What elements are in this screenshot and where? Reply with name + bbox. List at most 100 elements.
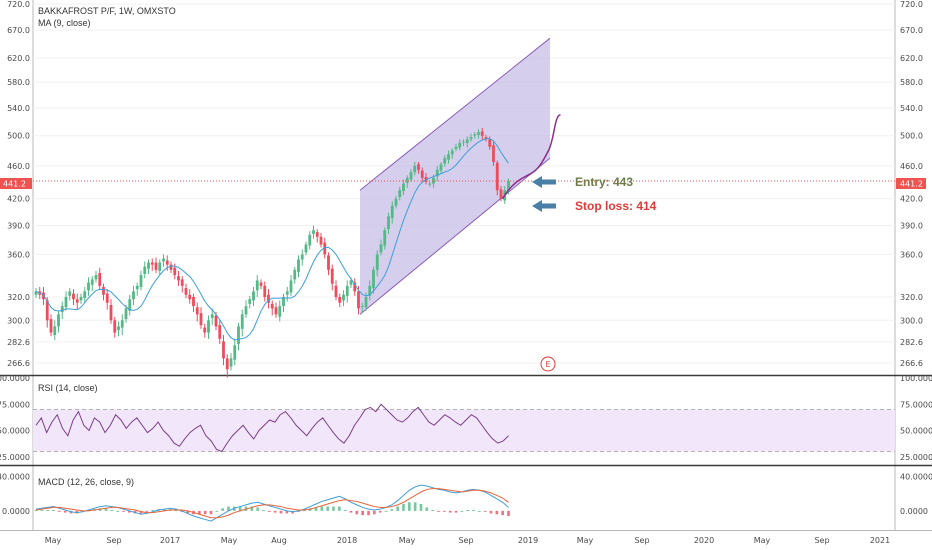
candle-body (72, 293, 75, 300)
macd-histogram-bar (413, 502, 417, 511)
candle-body (379, 244, 383, 253)
candle-body (319, 236, 323, 245)
x-tick-label: May (221, 536, 238, 545)
candle-body (203, 327, 207, 333)
candle-body (214, 315, 218, 327)
candle-body (372, 269, 375, 289)
macd-histogram-bar (198, 510, 201, 515)
candle-body (297, 259, 300, 272)
y-tick-label-right: 670.0 (900, 26, 923, 35)
candle-body (207, 320, 210, 333)
candle-body (469, 137, 473, 140)
candle-body (315, 232, 319, 237)
macd-histogram-bar (145, 510, 149, 512)
macd-histogram-bar (390, 509, 394, 511)
macd-histogram-bar (495, 510, 499, 515)
candle-body (454, 146, 458, 149)
macd-histogram-bar (40, 510, 44, 511)
y-tick-label-left: 282.6 (7, 338, 30, 347)
candle-body (177, 276, 180, 281)
candle-body (169, 264, 173, 270)
x-tick-label: May (399, 536, 416, 545)
candle-body (304, 244, 308, 253)
candle-body (499, 189, 503, 199)
macd-tick-label-right: 40.0000 (900, 473, 932, 482)
macd-histogram-bar (209, 510, 213, 515)
candle-body (105, 293, 109, 303)
macd-legend: MACD (12, 26, close, 9) (38, 477, 134, 487)
candle-body (342, 294, 345, 301)
y-tick-label-left: 460.0 (7, 162, 30, 171)
price-tag-left: 441.2 (0, 178, 32, 189)
candle-body (327, 255, 330, 270)
candle-body (308, 234, 312, 246)
earnings-marker[interactable]: E (540, 356, 556, 372)
candle-body (289, 280, 293, 293)
candle-body (492, 145, 495, 162)
macd-histogram-bar (273, 510, 277, 513)
candle-body (68, 291, 72, 296)
macd-histogram-bar (326, 506, 329, 511)
earnings-marker-label: E (545, 360, 550, 369)
candle-body (349, 280, 353, 285)
candle-body (57, 314, 60, 327)
candle-body (87, 282, 90, 291)
candle-body (147, 262, 150, 269)
macd-yaxis-right: 40.0000 0.0000 (900, 473, 932, 516)
candle-body (233, 345, 237, 360)
price-channel[interactable] (359, 37, 551, 315)
channel-lower-line (359, 157, 551, 315)
candle-body (53, 326, 57, 336)
macd-histogram-bar (338, 506, 341, 511)
candle-body (252, 291, 255, 301)
y-tick-label-right: 620.0 (900, 54, 923, 63)
main-yaxis-right: 720.0 670.0 620.0 580.0 540.0 500.0 460.0 420.0… (900, 0, 923, 368)
candle-body (244, 306, 248, 315)
candle-body (263, 285, 267, 297)
macd-histogram-bar (419, 504, 423, 511)
candle-body (330, 268, 334, 284)
macd-tick-label-left: 0.0000 (2, 507, 30, 516)
macd-histogram-bar (466, 510, 469, 511)
candle-body (102, 286, 105, 295)
candles (34, 127, 510, 378)
stop-loss-annotation: Stop loss: 414 (532, 199, 657, 213)
candle-body (45, 300, 49, 321)
candle-body (143, 266, 147, 275)
candle-body (270, 303, 274, 309)
macd-histogram-bar (408, 502, 411, 511)
rsi-tick-label-right: 50.0000 (900, 427, 932, 436)
macd-histogram-bar (384, 510, 388, 512)
candle-body (300, 254, 304, 260)
candle-body (312, 230, 315, 234)
candle-body (402, 183, 405, 192)
rsi-tick-label-left: 100.0000 (0, 374, 30, 383)
candle-body (345, 285, 349, 296)
candle-body (150, 262, 154, 265)
macd-histogram-bar (373, 510, 376, 515)
candle-body (237, 326, 240, 344)
macd-histogram-bar (454, 510, 458, 513)
rsi-polyline (35, 403, 509, 453)
x-tick-label: 2018 (337, 536, 357, 545)
y-tick-label-left: 266.6 (7, 359, 30, 368)
candle-body (83, 291, 87, 299)
candle-body (225, 358, 229, 370)
candle-body (113, 320, 117, 333)
rsi-tick-label-right: 25.0000 (900, 453, 932, 462)
macd-histogram-bar (437, 510, 440, 512)
y-tick-label-right: 580.0 (900, 78, 923, 87)
x-tick-label: Sep (106, 536, 121, 545)
price-tag-left-text: 441.2 (3, 180, 26, 189)
candle-body (293, 269, 297, 280)
candle-body (240, 314, 244, 329)
macd-histogram-bar (52, 510, 55, 511)
x-tick-label: Aug (271, 536, 287, 545)
macd-histogram-bar (460, 510, 464, 512)
candle-body (477, 132, 480, 136)
candle-body (428, 183, 432, 185)
candle-body (255, 280, 259, 291)
y-tick-label-right: 460.0 (900, 162, 923, 171)
macd-histogram-bar (478, 510, 481, 512)
